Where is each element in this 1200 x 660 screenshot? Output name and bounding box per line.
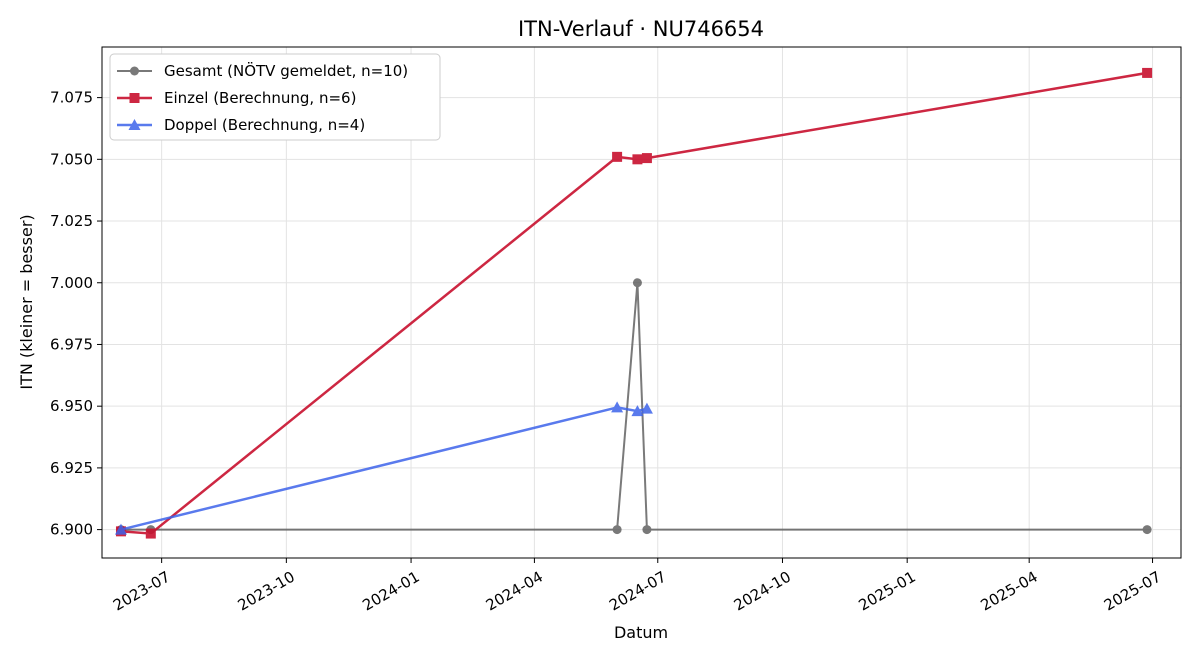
x-tick-label: 2024-04	[483, 568, 546, 615]
x-tick-label: 2024-07	[606, 568, 669, 615]
series-layer	[114, 67, 1153, 539]
y-tick-label: 6.925	[50, 459, 93, 477]
data-point	[641, 153, 652, 164]
y-axis: 6.900 6.925 6.950 6.975 7.000 7.025 7.050 7.075	[50, 89, 102, 539]
data-point	[145, 528, 156, 539]
y-tick-label: 6.900	[50, 521, 93, 539]
data-point	[1142, 525, 1152, 535]
x-tick-label: 2023-10	[235, 568, 298, 615]
series-line	[120, 406, 648, 531]
y-tick-label: 7.025	[50, 212, 93, 230]
series-line	[120, 71, 1148, 535]
y-axis-label: ITN (kleiner = besser)	[17, 214, 36, 389]
x-tick-label: 2024-10	[731, 568, 794, 615]
data-point	[1142, 67, 1153, 78]
legend: Gesamt (NÖTV gemeldet, n=10) Einzel (Bere…	[109, 53, 441, 141]
y-tick-label: 7.050	[50, 150, 93, 168]
data-point	[611, 401, 624, 413]
y-tick-label: 7.075	[50, 89, 93, 107]
data-point	[642, 525, 652, 535]
legend-label: Gesamt (NÖTV gemeldet, n=10)	[164, 61, 408, 80]
legend-marker	[130, 66, 139, 76]
legend-marker	[128, 119, 141, 130]
x-axis: 2023-07 2023-10 2024-01 2024-04 2024-07 2024-…	[110, 558, 1164, 615]
x-tick-label: 2023-07	[110, 568, 173, 615]
legend-label: Doppel (Berechnung, n=4)	[164, 116, 365, 134]
x-tick-label: 2025-01	[855, 568, 918, 615]
y-tick-label: 6.975	[50, 335, 93, 353]
y-tick-label: 7.000	[50, 274, 93, 292]
legend-label: Einzel (Berechnung, n=6)	[164, 89, 356, 107]
legend-entry	[117, 66, 152, 76]
legend-marker	[129, 93, 140, 103]
data-point	[640, 402, 653, 414]
data-point	[612, 151, 623, 162]
data-point	[612, 525, 622, 535]
data-point	[632, 278, 642, 288]
legend-entry	[117, 119, 152, 130]
data-point	[631, 405, 644, 417]
x-tick-label: 2025-07	[1101, 568, 1164, 615]
plot-frame	[101, 46, 1182, 559]
x-tick-label: 2025-04	[977, 568, 1040, 615]
legend-entry	[117, 93, 152, 103]
x-axis-label: Datum	[614, 623, 668, 642]
data-point	[632, 154, 643, 165]
data-point	[114, 523, 127, 535]
legend-box	[109, 53, 441, 141]
y-tick-label: 6.950	[50, 397, 93, 415]
series-2	[114, 401, 653, 535]
x-tick-label: 2024-01	[359, 568, 422, 615]
chart-title: ITN-Verlauf · NU746654	[518, 17, 764, 41]
